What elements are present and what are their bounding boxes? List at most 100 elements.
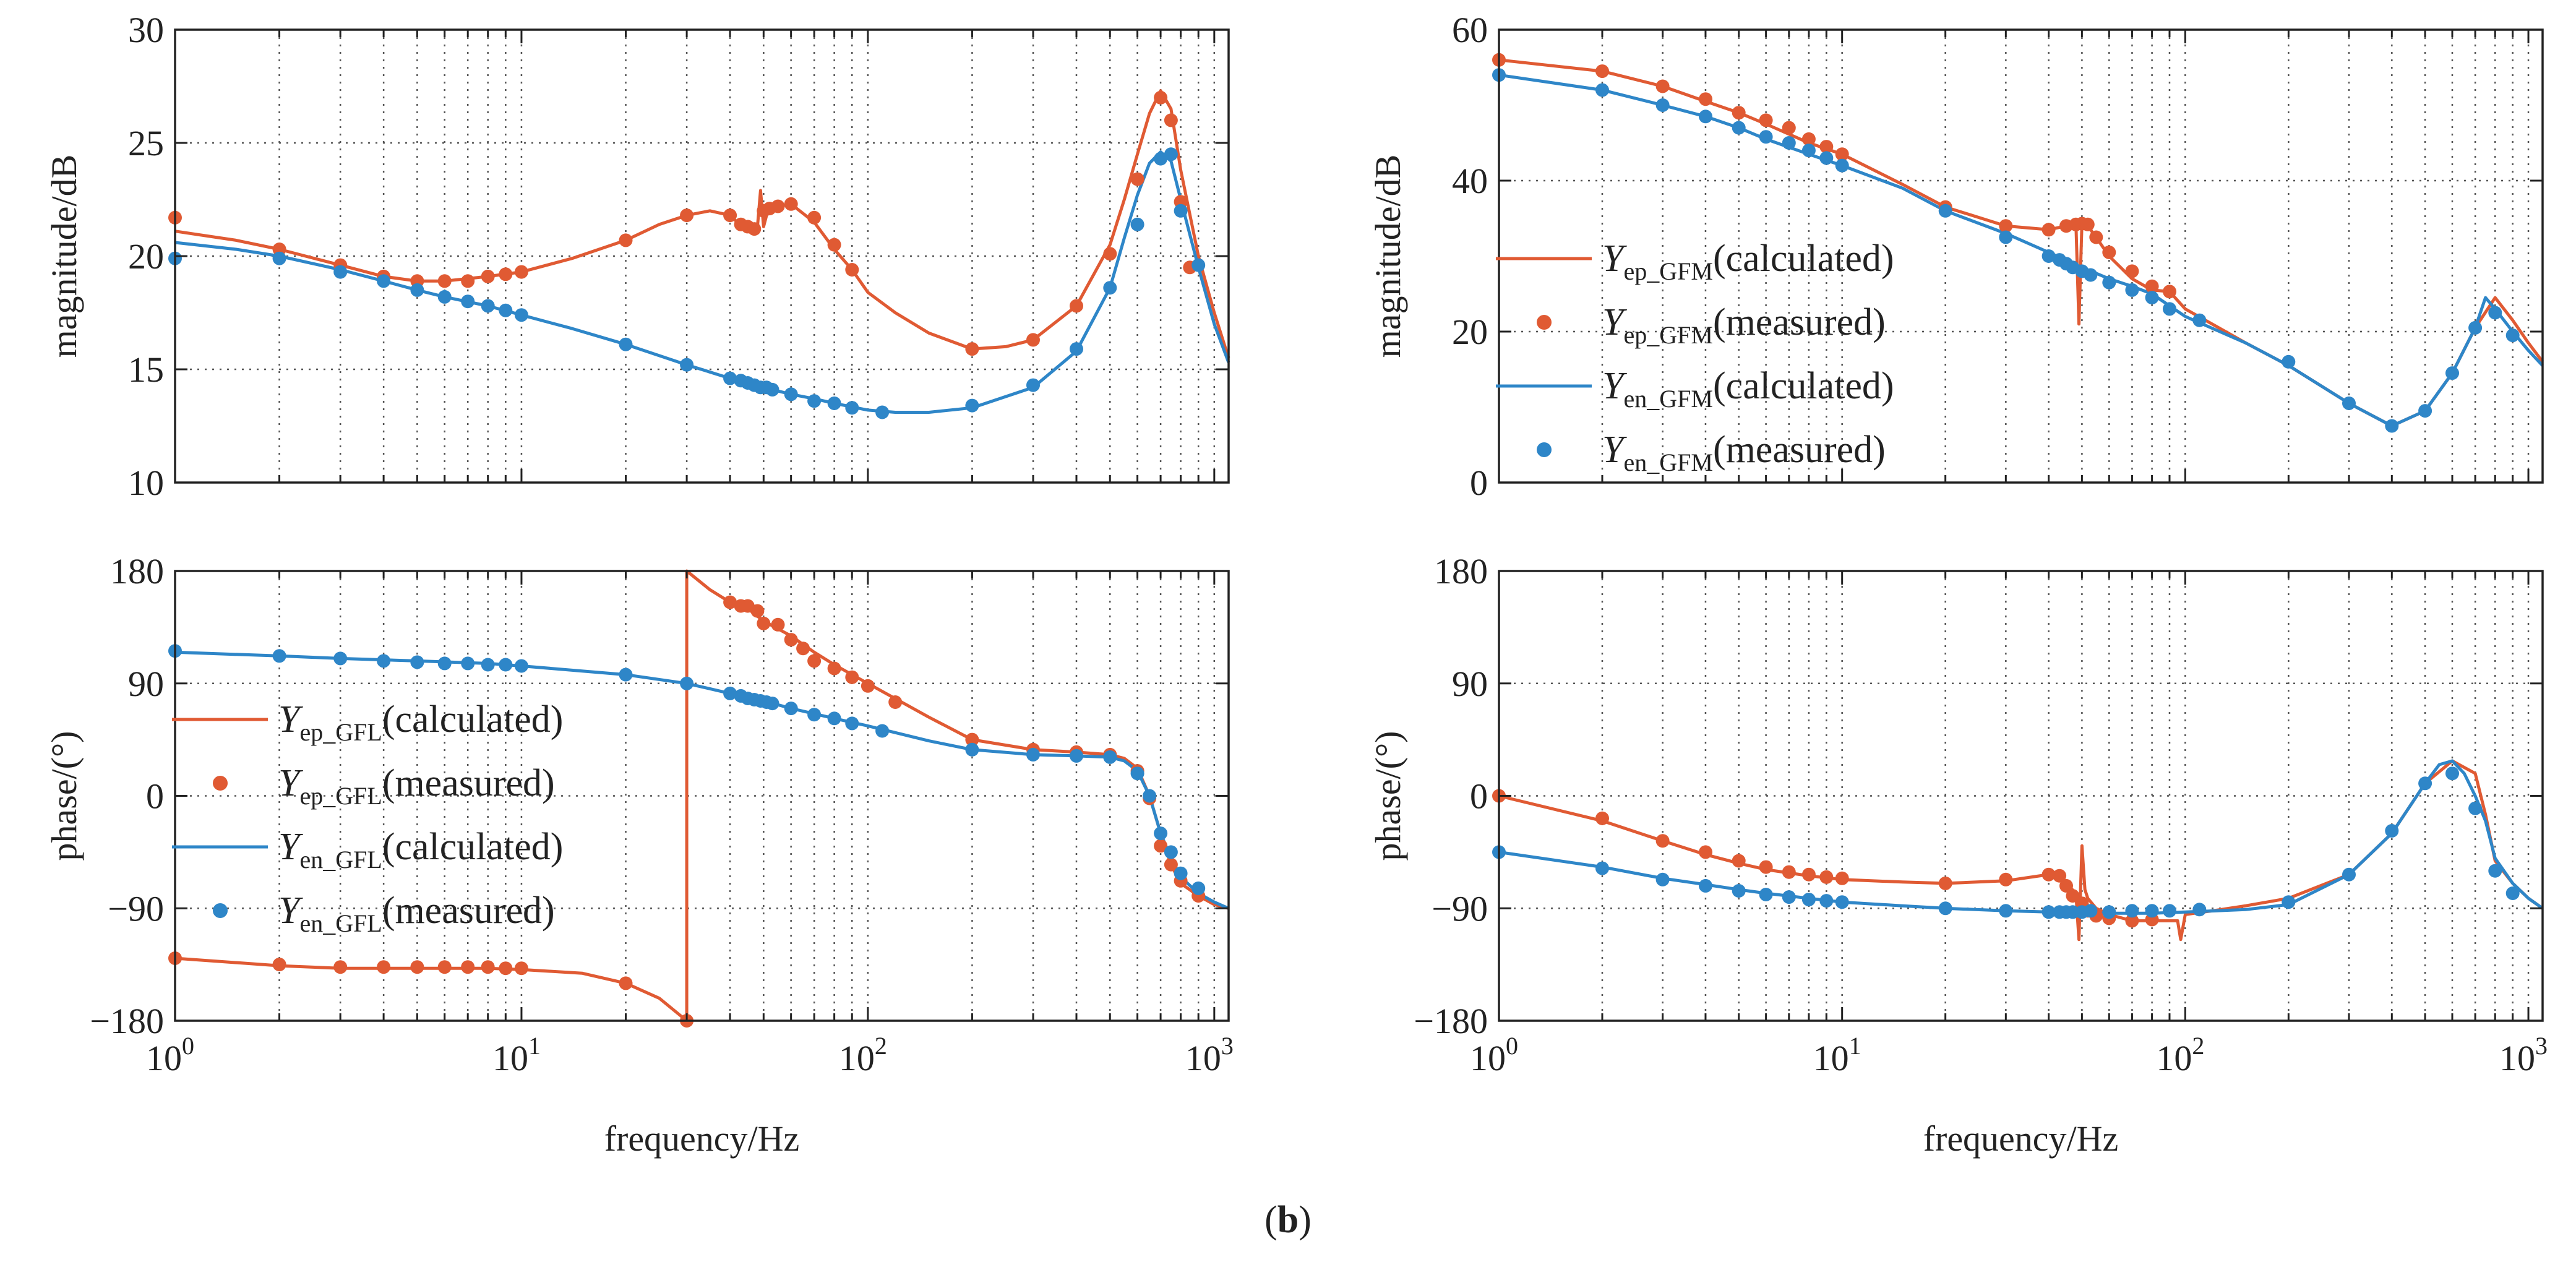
data-point-en [1938,901,1952,916]
data-point-ep [1759,113,1773,127]
legend-symbol: Y [278,890,303,932]
data-point-en [2084,268,2098,282]
data-point-ep [514,961,528,976]
legend-entry: Yep_GFM(calculated) [1496,238,1894,285]
data-point-en [2192,903,2207,917]
data-point-ep [2125,914,2139,928]
data-point-en [807,394,822,408]
data-point-ep [619,233,633,247]
gfl-magnitude-plot: 10 15 20 25 30 magnitude/dB [44,10,1230,503]
data-point-ep [2080,217,2095,231]
data-point-en [410,283,424,297]
y-axis-title: magnitude/dB [44,155,84,358]
y-axis-title: phase/(°) [1368,731,1408,861]
data-point-ep [827,661,841,676]
legend-subscript: ep_GFL [299,782,382,810]
data-point-en [410,655,424,669]
data-point-ep [888,695,903,709]
data-point-ep [499,267,513,281]
data-point-ep [861,679,875,693]
data-point-en [2102,905,2116,919]
data-point-en [2445,766,2459,781]
data-point-ep [827,238,841,252]
data-point-ep [1699,92,1712,106]
data-point-en [1782,890,1796,904]
data-point-ep [807,654,822,668]
y-tick-label: −90 [108,888,164,929]
legend-label: Yen_GFL(measured) [278,890,555,937]
data-point-ep [1595,64,1609,79]
data-point-ep [2145,279,2159,293]
x-tick-exponent: 0 [182,1032,194,1060]
data-point-en [1699,109,1712,124]
data-point-en [2505,886,2520,900]
series-line-en [1498,73,2544,427]
data-point-en [1732,884,1746,898]
legend-symbol: Y [1602,429,1627,471]
legend-marker-swatch [1537,315,1552,330]
data-point-en [2041,905,2056,919]
grid [175,30,1229,483]
data-point-ep [481,960,495,974]
data-point-en [377,274,391,288]
data-point-en [1938,204,1952,218]
series-line-ep [174,89,1230,359]
grid [1499,30,2543,483]
x-tick-exponent: 3 [2535,1032,2548,1060]
x-tick-exponent: 2 [2192,1032,2204,1060]
x-tick-label: 103 [2499,1032,2548,1078]
x-tick-base: 10 [2156,1038,2192,1078]
y-tick-label: 90 [1452,664,1488,704]
legend-marker-swatch [1537,442,1552,457]
grid [1499,571,2543,1021]
legend-symbol: Y [1602,365,1627,407]
plot-frame [1498,28,2544,484]
data-point-ep [1819,140,1834,154]
x-tick-label: 101 [1813,1032,1861,1078]
data-point-ep [619,976,633,990]
legend-label: Yep_GFL(calculated) [278,698,563,746]
data-point-ep [2059,878,2073,893]
legend-text: (measured) [382,762,555,804]
y-tick-label: −90 [1432,888,1488,929]
legend-entry: Yen_GFL(measured) [213,890,555,937]
data-point-en [377,654,391,668]
data-point-ep [437,960,452,974]
data-point-ep [796,642,810,656]
data-point-ep [845,263,859,277]
x-tick-label: 102 [2156,1032,2204,1078]
data-point-en [1595,861,1609,875]
data-point-en [1070,342,1083,356]
data-point-ep [1938,876,1952,890]
data-point-en [1174,204,1188,218]
data-point-ep [1164,113,1178,127]
legend-label: Yen_GFL(calculated) [278,826,563,874]
y-tick-label: −180 [1414,1001,1488,1041]
y-tick-label: 0 [1470,776,1488,817]
data-point-en [514,308,528,322]
data-point-en [784,702,798,716]
legend-entry: Yep_GFL(measured) [213,762,555,810]
data-point-en [2385,419,2399,433]
data-point-ep [1732,854,1746,868]
grid [175,571,1229,1021]
data-point-en [619,667,633,682]
data-point-en [2468,801,2483,815]
data-point-en [765,382,779,397]
legend-text: (calculated) [382,826,564,868]
data-point-en [1143,789,1157,803]
y-tick-label: 25 [128,123,164,163]
legend-label: Yep_GFM(calculated) [1602,238,1894,285]
legend-entry: Yep_GFL(calculated) [172,698,563,746]
legend-marker-swatch [213,903,228,918]
data-point-en [2102,275,2116,290]
data-point-en [1655,98,1670,112]
data-point-en [272,251,286,265]
x-axis-title: frequency/Hz [1923,1118,2119,1159]
data-point-en [1999,904,2013,918]
data-point-en [2488,306,2502,320]
data-point-ep [1154,90,1168,105]
legend-symbol: Y [1602,301,1627,343]
data-point-ep [1835,147,1849,161]
